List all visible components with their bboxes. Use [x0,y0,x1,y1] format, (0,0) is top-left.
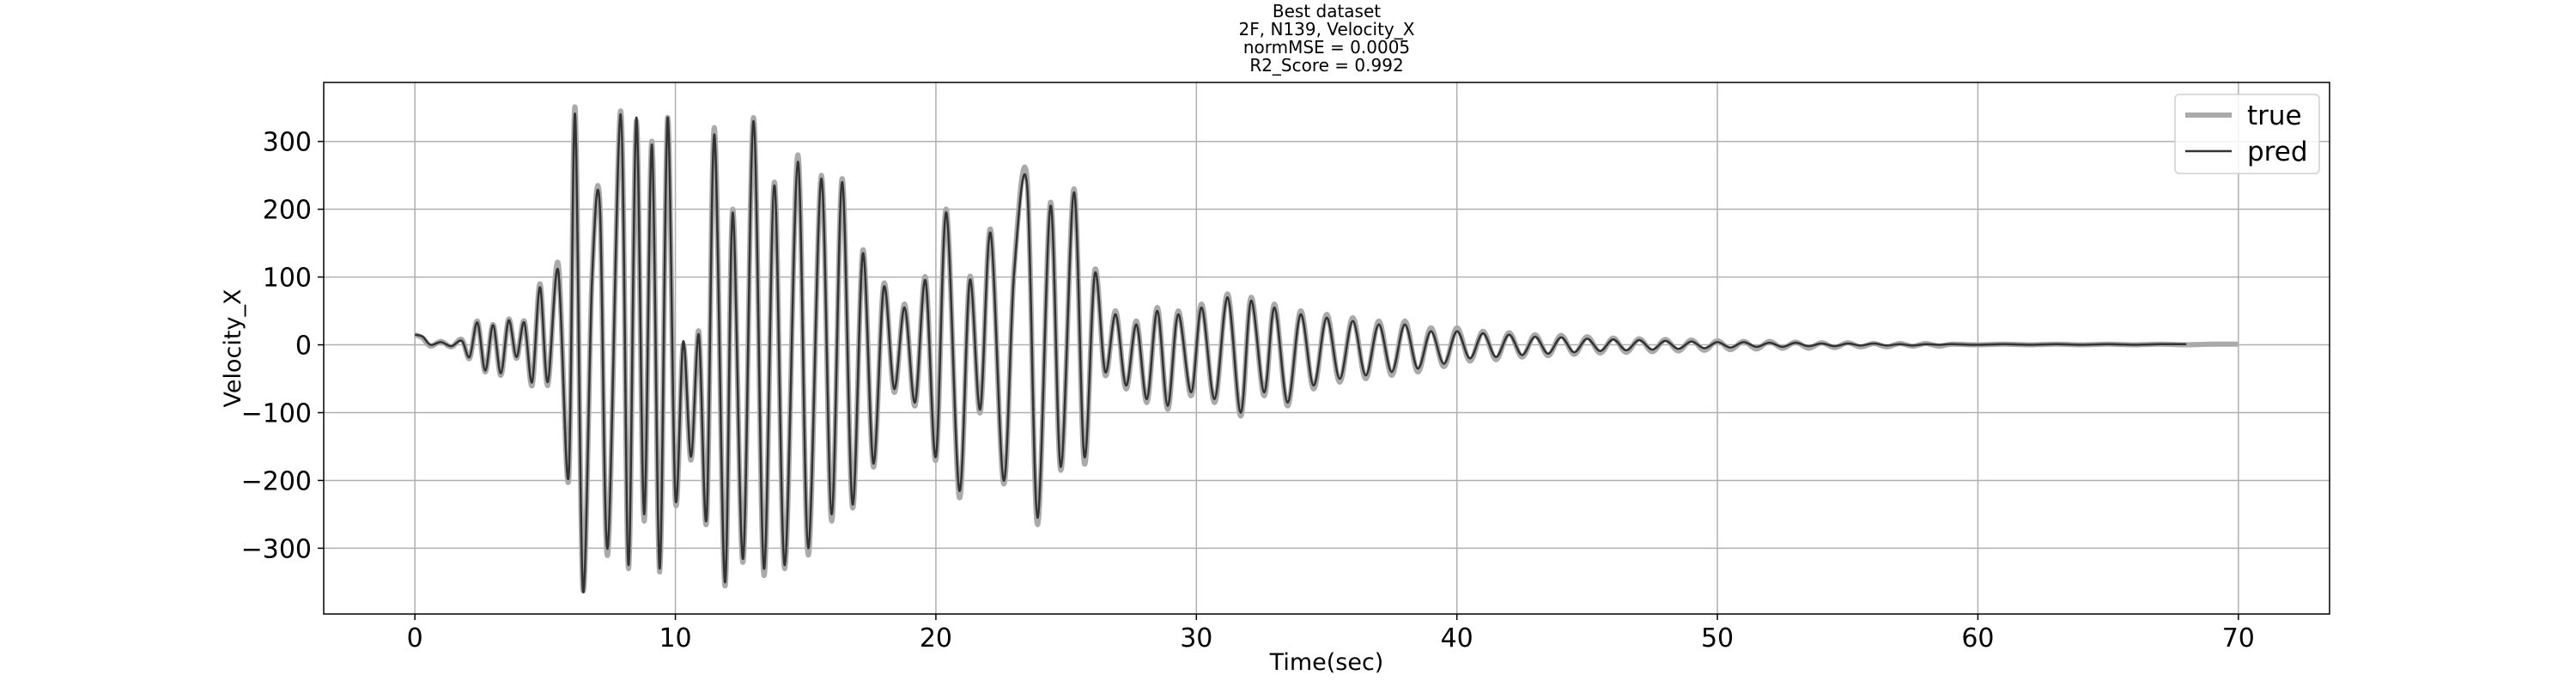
x-tick-label: 60 [1961,623,1994,654]
x-tick-label: 20 [920,623,952,654]
y-tick-label: 100 [263,264,312,294]
chart-title: 2F, N139, Velocity_X [1239,19,1415,40]
plot-frame [323,82,2330,615]
y-tick-label: −100 [241,399,312,429]
x-tick-label: 0 [407,623,423,654]
legend-label: pred [2247,137,2308,167]
y-tick-label: 200 [263,196,312,226]
x-axis-label: Time(sec) [1269,649,1384,676]
x-tick-label: 10 [659,623,691,654]
x-tick-label: 50 [1701,623,1734,654]
y-axis-label: Velocity_X [220,289,246,408]
y-tick-label: 0 [295,331,312,362]
x-tick-label: 30 [1180,623,1212,654]
chart-title: Best dataset [1273,1,1381,21]
x-tick-label: 70 [2222,623,2255,654]
y-tick-label: −200 [241,466,312,496]
y-tick-label: 300 [263,128,312,158]
chart-title: R2_Score = 0.992 [1249,55,1403,76]
x-tick-label: 40 [1441,623,1473,654]
legend-label: true [2247,100,2302,131]
y-tick-label: −300 [241,534,312,564]
line-pred [414,112,2187,593]
chart-title: normMSE = 0.0005 [1243,37,1410,58]
line-true [413,105,2239,594]
